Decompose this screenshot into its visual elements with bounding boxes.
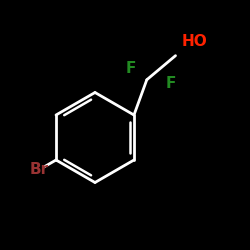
- Text: Br: Br: [29, 162, 48, 178]
- Text: F: F: [165, 76, 176, 91]
- Text: F: F: [125, 61, 136, 76]
- Text: HO: HO: [182, 34, 207, 50]
